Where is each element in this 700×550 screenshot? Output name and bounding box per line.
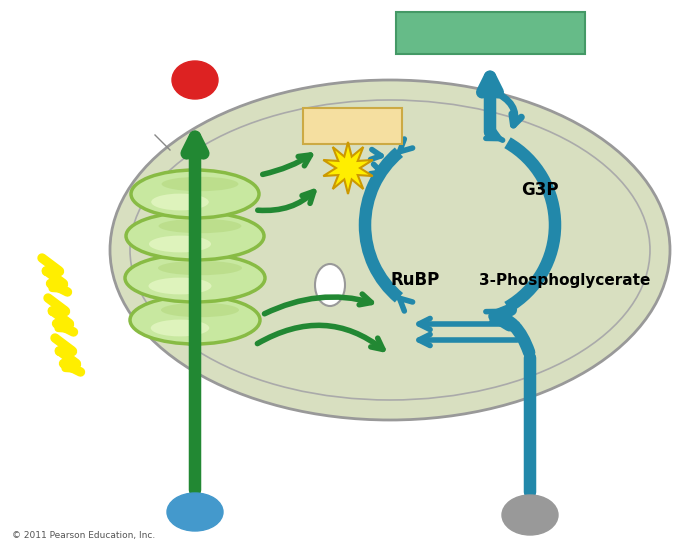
Ellipse shape: [150, 320, 209, 337]
Ellipse shape: [131, 170, 259, 218]
Ellipse shape: [162, 177, 239, 191]
Ellipse shape: [110, 80, 670, 420]
Ellipse shape: [130, 296, 260, 344]
Text: G3P: G3P: [522, 181, 559, 199]
Ellipse shape: [315, 264, 345, 306]
Ellipse shape: [151, 194, 209, 211]
Text: RuBP: RuBP: [391, 271, 440, 289]
Text: © 2011 Pearson Education, Inc.: © 2011 Pearson Education, Inc.: [12, 531, 155, 540]
Ellipse shape: [130, 100, 650, 400]
Ellipse shape: [158, 261, 242, 275]
FancyBboxPatch shape: [396, 12, 585, 54]
Text: 3-Phosphoglycerate: 3-Phosphoglycerate: [480, 272, 651, 288]
Ellipse shape: [161, 303, 239, 317]
Ellipse shape: [126, 212, 264, 260]
Ellipse shape: [125, 254, 265, 302]
Ellipse shape: [172, 61, 218, 99]
Ellipse shape: [167, 493, 223, 531]
Ellipse shape: [148, 278, 211, 294]
Ellipse shape: [159, 219, 242, 233]
Polygon shape: [323, 142, 372, 194]
Ellipse shape: [502, 495, 558, 535]
FancyBboxPatch shape: [303, 108, 402, 144]
Ellipse shape: [149, 235, 211, 252]
